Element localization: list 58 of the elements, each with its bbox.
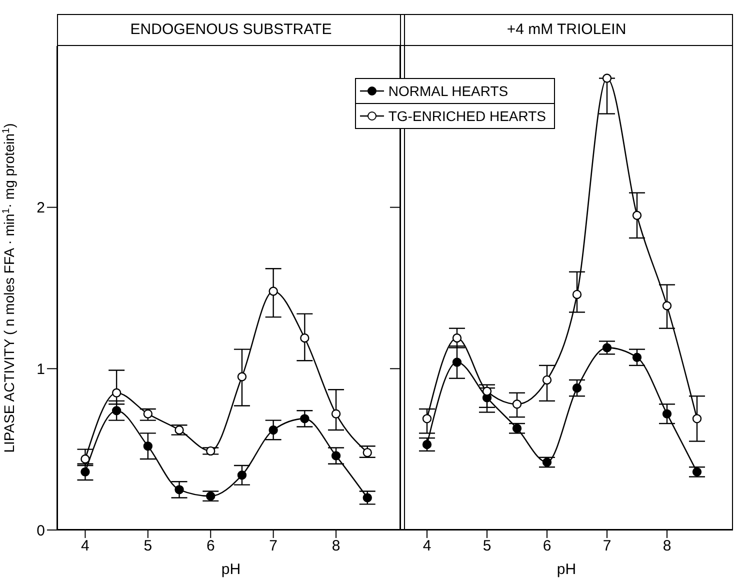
- point: [482, 386, 492, 396]
- y-tick-label: 2: [36, 200, 45, 217]
- point: [206, 446, 216, 456]
- point: [662, 301, 672, 310]
- point: [572, 383, 582, 393]
- point: [268, 425, 278, 435]
- x-tick-label: 6: [542, 538, 552, 555]
- point: [268, 286, 278, 296]
- x-tick-label: 8: [332, 538, 340, 555]
- point: [80, 467, 90, 477]
- point: [452, 333, 462, 343]
- y-tick-label: 0: [36, 522, 45, 540]
- point: [362, 493, 372, 502]
- x-axis-title: pH: [221, 561, 241, 578]
- point: [143, 409, 153, 418]
- x-tick-label: 4: [81, 538, 90, 555]
- point: [602, 343, 612, 352]
- point: [512, 424, 522, 433]
- point: [422, 414, 432, 424]
- legend-label: TG-ENRICHED HEARTS: [388, 108, 546, 124]
- point: [331, 451, 341, 460]
- x-tick-label: 8: [662, 538, 672, 555]
- point: [692, 467, 702, 477]
- x-tick-label: 4: [422, 538, 432, 555]
- chart-title: ENDOGENOUS SUBSTRATE: [57, 14, 405, 46]
- point: [632, 352, 642, 362]
- point: [572, 290, 582, 300]
- point: [362, 448, 372, 458]
- point: [662, 409, 672, 418]
- point: [112, 388, 122, 398]
- x-tick-label: 7: [602, 538, 612, 555]
- point: [112, 406, 122, 416]
- point: [452, 358, 462, 367]
- x-tick-label: 7: [269, 538, 278, 555]
- point: [174, 425, 184, 435]
- point: [237, 470, 247, 480]
- point: [300, 333, 310, 343]
- point: [206, 492, 216, 501]
- point: [331, 409, 341, 418]
- point: [174, 485, 184, 494]
- point: [512, 400, 522, 409]
- point: [542, 375, 552, 385]
- point: [542, 458, 552, 467]
- x-tick-label: 5: [144, 538, 152, 555]
- point: [300, 414, 310, 424]
- point: [422, 440, 432, 450]
- chart-title: +4 mM TRIOLEIN: [400, 14, 733, 46]
- x-axis-title: pH: [556, 561, 576, 578]
- point: [692, 414, 702, 424]
- point: [237, 372, 247, 382]
- point: [602, 74, 612, 83]
- legend-label: NORMAL HEARTS: [388, 83, 508, 99]
- point: [143, 442, 153, 451]
- x-tick-label: 5: [482, 538, 492, 555]
- y-tick-label: 1: [36, 360, 45, 378]
- x-tick-label: 6: [206, 538, 215, 555]
- point: [632, 210, 642, 220]
- point: [80, 454, 90, 464]
